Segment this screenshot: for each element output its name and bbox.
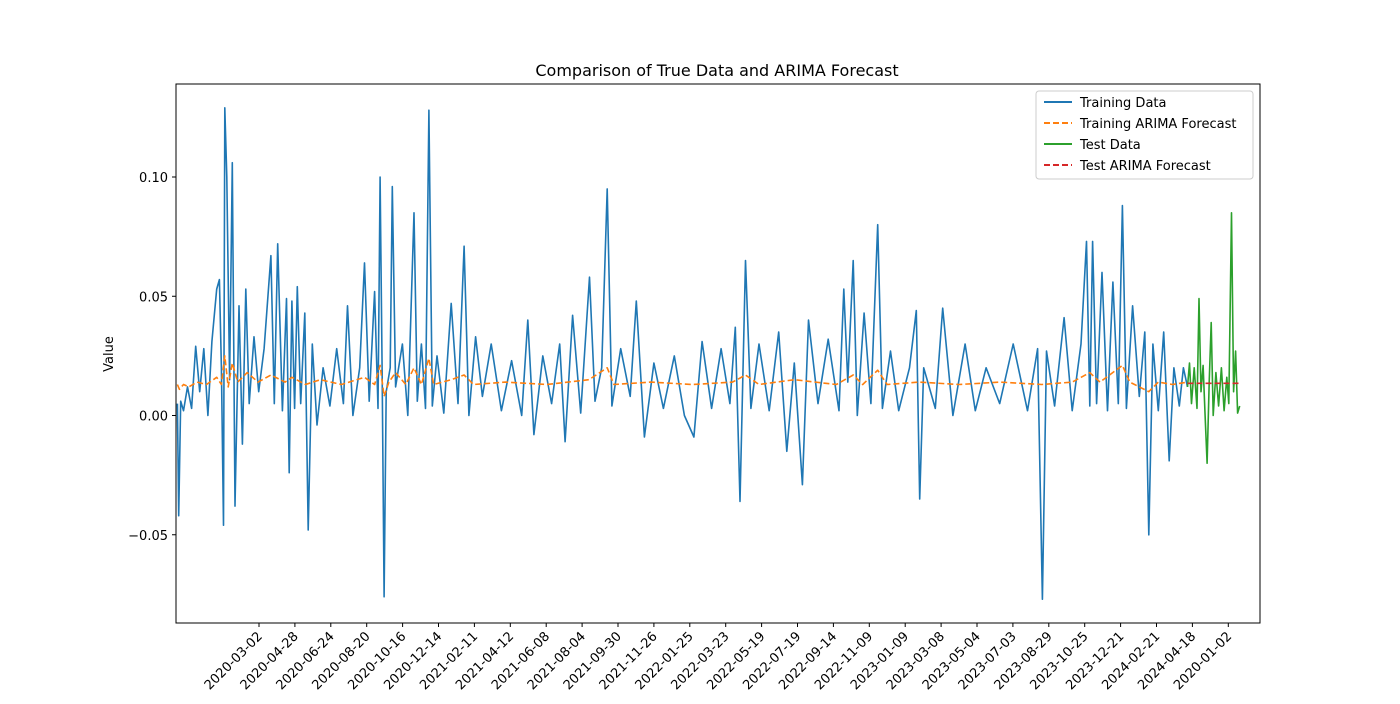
y-tick-label: 0.00 <box>139 410 168 425</box>
plot-area <box>176 107 1241 601</box>
legend-label: Training ARIMA Forecast <box>1079 117 1236 132</box>
y-axis-label: Value <box>102 336 117 372</box>
series-line-training-arima-forecast <box>176 355 1188 398</box>
chart-title: Comparison of True Data and ARIMA Foreca… <box>535 61 898 80</box>
y-axis: −0.05 0.00 0.05 0.10 <box>128 171 176 544</box>
y-tick-label: −0.05 <box>128 529 168 544</box>
legend-box <box>1035 90 1254 180</box>
y-tick-label: 0.05 <box>139 290 168 305</box>
x-axis: 2020-03-022020-04-282020-06-242020-08-20… <box>202 623 1235 693</box>
series-line-training-data <box>176 107 1189 601</box>
plot-frame <box>175 83 1261 624</box>
legend-label: Test ARIMA Forecast <box>1079 159 1211 174</box>
series-line-test-data <box>1186 212 1241 465</box>
y-tick-label: 0.10 <box>139 171 168 186</box>
legend: Training Data Training ARIMA Forecast Test… <box>1035 90 1254 180</box>
legend-label: Training Data <box>1079 96 1166 111</box>
legend-label: Test Data <box>1079 138 1141 153</box>
